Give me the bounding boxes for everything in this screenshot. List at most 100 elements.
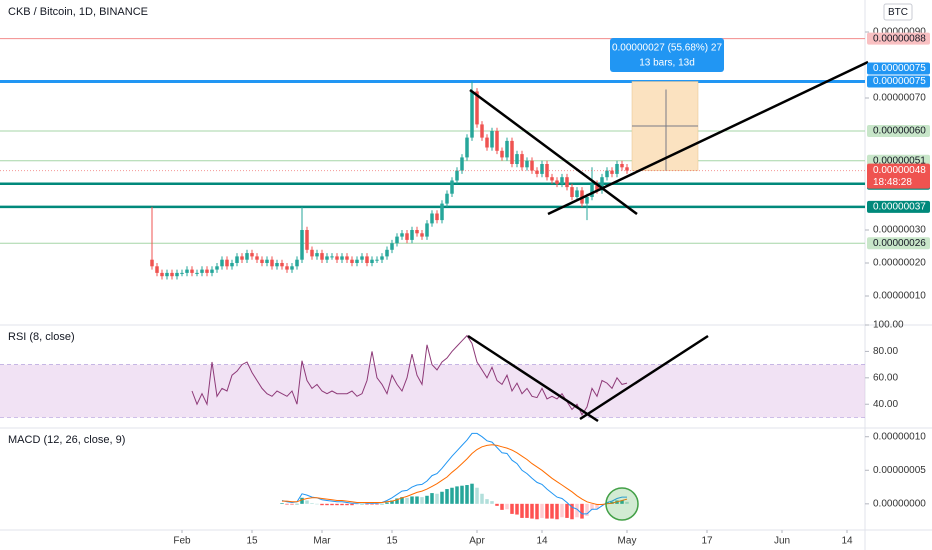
level-label-bg bbox=[867, 200, 930, 213]
last-price-bg bbox=[867, 163, 930, 189]
candle-body bbox=[225, 259, 229, 267]
drawings bbox=[467, 60, 869, 521]
candle-body bbox=[555, 180, 559, 184]
currency[interactable]: BTC bbox=[888, 7, 908, 18]
histogram-bar bbox=[425, 495, 429, 504]
candle-body bbox=[600, 177, 604, 191]
candle-body bbox=[350, 259, 354, 263]
candle-body bbox=[440, 203, 444, 221]
candle-body bbox=[265, 259, 269, 263]
level-label-bg bbox=[867, 237, 930, 250]
candle-body bbox=[415, 229, 419, 234]
histogram-bar bbox=[545, 503, 549, 519]
histogram-bar bbox=[430, 493, 434, 504]
candle-body bbox=[260, 259, 264, 263]
candle-body bbox=[550, 177, 554, 181]
level-label: 0.00000026 bbox=[873, 238, 926, 249]
candle-body bbox=[575, 190, 579, 198]
histogram-bar bbox=[530, 503, 534, 519]
candle-body bbox=[450, 180, 454, 194]
candle-body bbox=[380, 256, 384, 260]
macd-line bbox=[281, 432, 627, 515]
y-tick-label: 0.00000020 bbox=[873, 258, 926, 269]
level-label: 0.00000075 bbox=[873, 76, 926, 87]
candle-body bbox=[195, 272, 199, 274]
candle-body bbox=[565, 177, 569, 188]
rsi-band bbox=[0, 364, 865, 418]
candle-body bbox=[305, 229, 309, 250]
level-label-bg bbox=[867, 125, 930, 138]
candle-body bbox=[365, 256, 369, 263]
candle-body bbox=[295, 259, 299, 267]
candle-body bbox=[285, 266, 289, 270]
histogram-bar bbox=[405, 497, 409, 504]
candle-body bbox=[345, 256, 349, 260]
candle-body bbox=[585, 197, 589, 204]
histogram-bar bbox=[365, 503, 369, 505]
candle-body bbox=[240, 256, 244, 260]
x-tick-label: May bbox=[618, 536, 637, 547]
candle-body bbox=[395, 236, 399, 244]
y-tick-label: 0.00000005 bbox=[873, 465, 926, 476]
level-label-bg bbox=[867, 75, 930, 88]
histogram-bar bbox=[625, 501, 629, 504]
candle-body bbox=[400, 233, 404, 237]
histogram-bar bbox=[335, 503, 339, 506]
candle-body bbox=[430, 213, 434, 224]
target-label-bg bbox=[867, 62, 930, 75]
histogram-bar bbox=[320, 503, 324, 506]
candle-body bbox=[540, 164, 544, 174]
trend-line bbox=[469, 88, 638, 216]
histogram-bar bbox=[505, 503, 509, 510]
candle-body bbox=[535, 170, 539, 174]
x-tick-label: Feb bbox=[173, 536, 191, 547]
candle-body bbox=[320, 253, 324, 260]
candle-body bbox=[515, 154, 519, 165]
candle-body bbox=[160, 272, 164, 277]
histogram-bar bbox=[420, 497, 424, 504]
candle-body bbox=[375, 259, 379, 261]
histogram-bar bbox=[485, 499, 489, 504]
candle-body bbox=[220, 259, 224, 267]
histogram-bar bbox=[540, 503, 544, 518]
histogram-bar bbox=[290, 503, 294, 505]
histogram-bar bbox=[415, 496, 419, 504]
histogram-bar bbox=[380, 503, 384, 505]
macd-line bbox=[282, 444, 628, 505]
candle-body bbox=[300, 229, 304, 260]
histogram-bar bbox=[580, 503, 584, 519]
histogram-bar bbox=[295, 503, 299, 505]
x-tick-label: 17 bbox=[701, 536, 713, 547]
histogram-bar bbox=[330, 503, 334, 506]
trend-line bbox=[547, 60, 869, 216]
histogram-bar bbox=[470, 483, 474, 504]
candle-body bbox=[405, 233, 409, 240]
candle-body bbox=[275, 262, 279, 267]
candle-body bbox=[150, 259, 154, 267]
histogram-bar bbox=[370, 503, 374, 505]
y-tick-label: 40.00 bbox=[873, 399, 898, 410]
histogram-bar bbox=[510, 503, 514, 514]
trend-line bbox=[579, 334, 709, 421]
histogram-bar bbox=[575, 503, 579, 518]
currency-box[interactable] bbox=[883, 3, 913, 21]
histogram-bar bbox=[355, 503, 359, 505]
level-label: 0.00000088 bbox=[873, 33, 926, 44]
y-tick-label: 60.00 bbox=[873, 372, 898, 383]
candle-body bbox=[520, 154, 524, 168]
macd-title: MACD (12, 26, close, 9) bbox=[8, 434, 125, 446]
y-tick-label: 0.00000090 bbox=[873, 27, 926, 38]
histogram-bar bbox=[340, 503, 344, 506]
candle-body bbox=[610, 170, 614, 174]
highlight-circle bbox=[605, 487, 639, 521]
histogram-bar bbox=[325, 503, 329, 506]
candle-body bbox=[590, 183, 594, 198]
position-subtext: 13 bars, 13d bbox=[639, 58, 695, 69]
candle-body bbox=[315, 253, 319, 257]
rsi-pane: 100.00 80.00 60.00 40.00 bbox=[0, 320, 904, 418]
histogram-bar bbox=[525, 503, 529, 518]
candle-body bbox=[245, 253, 249, 260]
candle-body bbox=[390, 243, 394, 250]
candle-body bbox=[335, 256, 339, 260]
candle-body bbox=[330, 256, 334, 258]
